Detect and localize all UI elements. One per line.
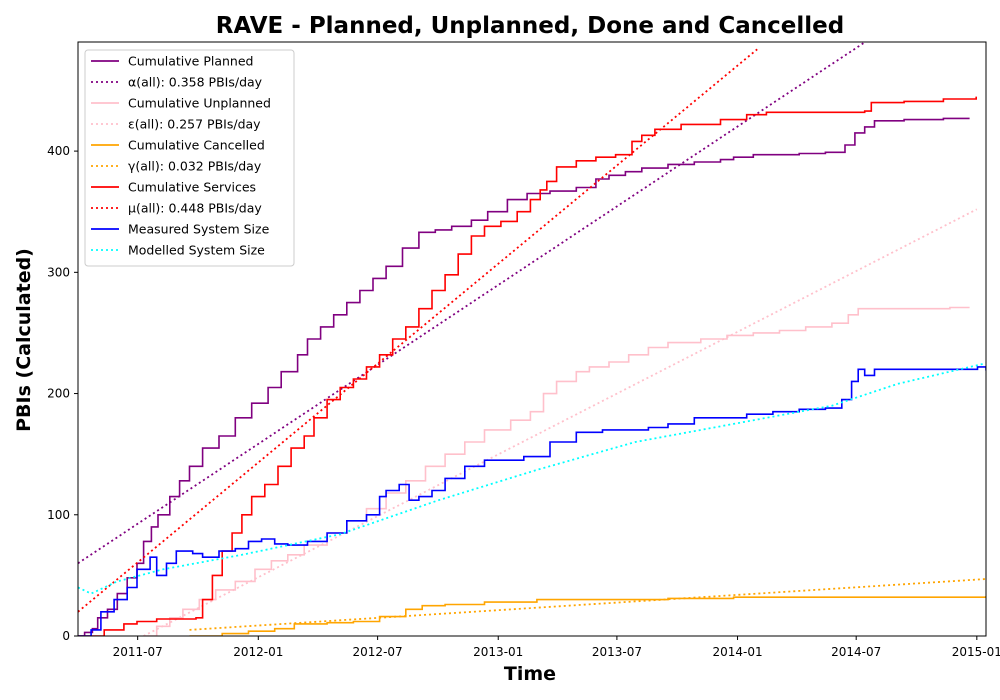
series-all-0-257-pbis-day (143, 208, 978, 636)
series-modelled-system-size (78, 362, 986, 595)
plot-series (78, 42, 986, 636)
legend-label-measured-system-size: Measured System Size (128, 222, 270, 237)
series-measured-system-size (78, 366, 986, 636)
y-tick-label-3: 300 (47, 265, 70, 279)
legend-label-cumulative-unplanned: Cumulative Unplanned (128, 96, 271, 111)
plot-frame (77, 41, 987, 637)
x-axis-label: Time (504, 663, 556, 685)
legend-label-cumulative-planned: Cumulative Planned (128, 54, 253, 69)
x-tick-label-0: 2011-07 (113, 645, 163, 659)
legend-label-cumulative-cancelled: Cumulative Cancelled (128, 138, 265, 153)
chart-title: RAVE - Planned, Unplanned, Done and Canc… (216, 13, 844, 39)
series-cumulative-unplanned (143, 306, 970, 636)
x-tick-label-1: 2012-01 (233, 645, 283, 659)
y-tick-label-1: 100 (47, 508, 70, 522)
legend-label-cumulative-services: Cumulative Services (128, 180, 256, 195)
legend-label-all-0-257-pbis-day: ε(all): 0.257 PBIs/day (128, 117, 261, 132)
series-all-0-032-pbis-day (189, 578, 986, 631)
x-axis: 2011-07 2012-01 2012-07 2013-01 2013-07 2014-… (113, 636, 1000, 659)
y-tick-label-0: 0 (62, 629, 70, 643)
series-cumulative-cancelled (189, 596, 986, 636)
y-tick-label-2: 200 (47, 387, 70, 401)
legend-label-modelled-system-size: Modelled System Size (128, 243, 265, 258)
y-axis-label: PBIs (Calculated) (13, 248, 35, 432)
series-cumulative-planned (78, 117, 970, 636)
x-tick-label-5: 2014-01 (712, 645, 762, 659)
x-tick-label-6: 2014-07 (831, 645, 881, 659)
legend-label-all-0-448-pbis-day: μ(all): 0.448 PBIs/day (128, 201, 262, 216)
legend: Cumulative Planned α(all): 0.358 PBIs/day… (84, 49, 295, 267)
x-tick-label-3: 2013-01 (473, 645, 523, 659)
x-tick-label-2: 2012-07 (353, 645, 403, 659)
x-tick-label-7: 2015-01 (952, 645, 1000, 659)
legend-box (84, 49, 295, 267)
y-axis: 0 100 200 300 400 (47, 144, 78, 643)
legend-label-all-0-358-pbis-day: α(all): 0.358 PBIs/day (128, 75, 263, 90)
y-tick-label-4: 400 (47, 144, 70, 158)
legend-label-all-0-032-pbis-day: γ(all): 0.032 PBIs/day (128, 159, 262, 174)
x-tick-label-4: 2013-07 (592, 645, 642, 659)
series-all-0-448-pbis-day (78, 48, 758, 613)
